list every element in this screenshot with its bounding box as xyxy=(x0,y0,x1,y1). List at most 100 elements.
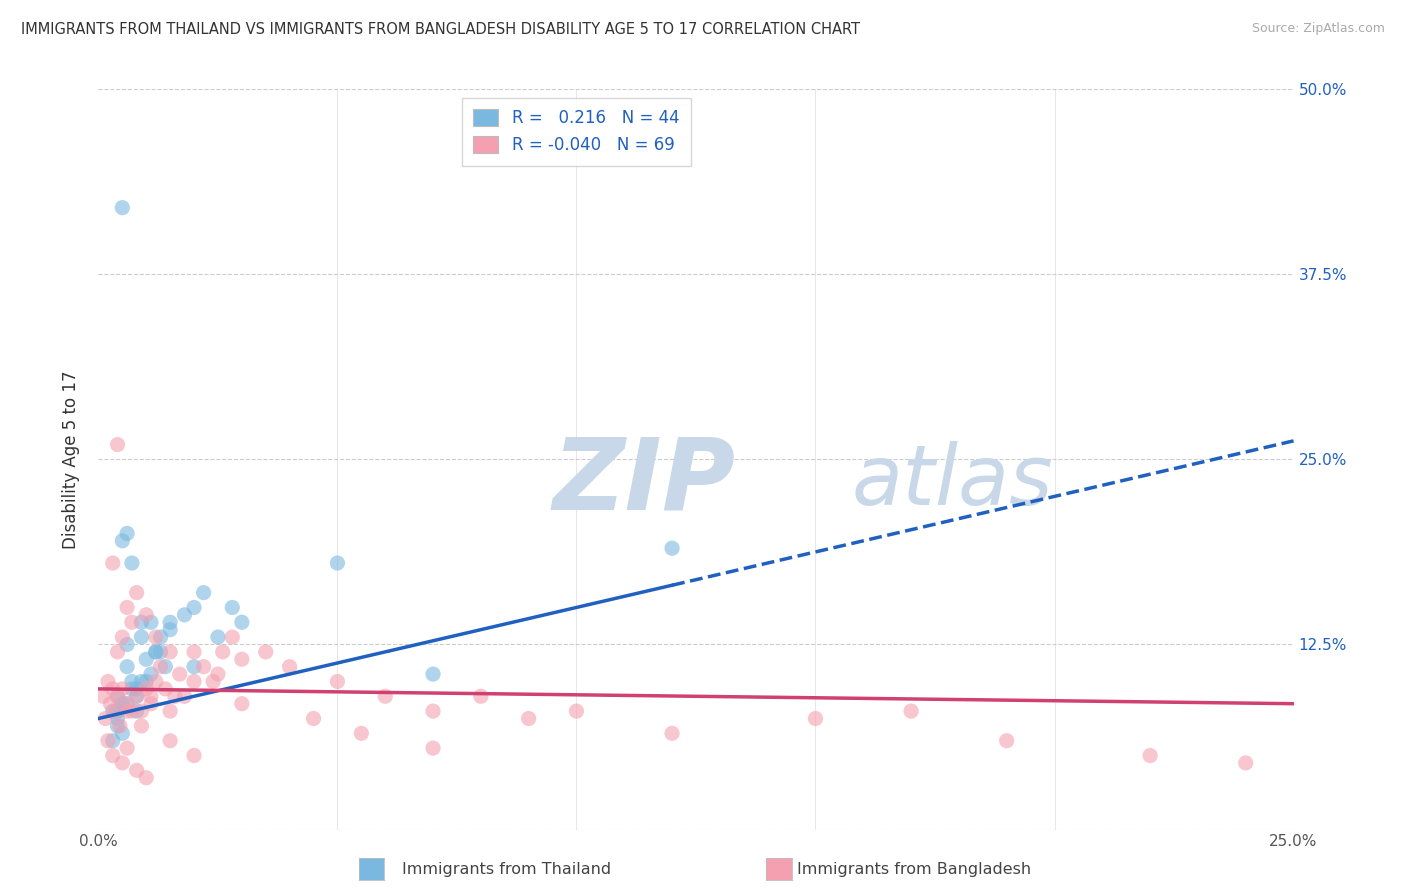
Point xyxy=(115,741,138,756)
Point xyxy=(108,719,131,733)
Point xyxy=(159,645,181,659)
Point xyxy=(104,704,127,718)
Point xyxy=(661,541,683,556)
Point xyxy=(111,726,134,740)
Text: Immigrants from Thailand: Immigrants from Thailand xyxy=(402,863,610,877)
Point xyxy=(1234,756,1257,770)
Point xyxy=(115,637,138,651)
Point xyxy=(159,615,181,630)
Point xyxy=(101,556,124,570)
Point xyxy=(145,645,167,659)
Point xyxy=(107,690,129,704)
Y-axis label: Disability Age 5 to 17: Disability Age 5 to 17 xyxy=(62,370,80,549)
Point xyxy=(139,667,162,681)
Point xyxy=(254,645,277,659)
Point xyxy=(422,741,444,756)
Point xyxy=(121,615,143,630)
Point xyxy=(173,690,195,704)
Point xyxy=(193,659,215,673)
Point xyxy=(101,733,124,747)
Point xyxy=(107,704,129,718)
Point xyxy=(374,690,396,704)
Point xyxy=(183,600,205,615)
Point xyxy=(169,667,191,681)
Point xyxy=(111,756,134,770)
Point xyxy=(183,659,205,673)
Text: Source: ZipAtlas.com: Source: ZipAtlas.com xyxy=(1251,22,1385,36)
Point xyxy=(159,704,181,718)
Point xyxy=(115,704,138,718)
Point xyxy=(422,667,444,681)
Point xyxy=(145,674,167,689)
Point xyxy=(125,690,148,704)
Point xyxy=(111,697,134,711)
Point xyxy=(211,645,233,659)
Point xyxy=(111,533,134,548)
Point xyxy=(125,690,148,704)
Point xyxy=(107,719,129,733)
Point xyxy=(107,690,129,704)
Point xyxy=(125,681,148,696)
Point xyxy=(326,556,349,570)
Point xyxy=(131,674,153,689)
Point xyxy=(155,659,177,673)
Point xyxy=(101,748,124,763)
Point xyxy=(135,607,157,622)
Legend: R =   0.216   N = 44, R = -0.040   N = 69: R = 0.216 N = 44, R = -0.040 N = 69 xyxy=(461,97,692,166)
Point xyxy=(159,733,181,747)
Point xyxy=(115,526,138,541)
Point xyxy=(125,704,148,718)
Point xyxy=(231,697,253,711)
Point xyxy=(107,645,129,659)
Point xyxy=(111,201,134,215)
Point xyxy=(135,771,157,785)
Point xyxy=(422,704,444,718)
Point xyxy=(900,704,922,718)
Point xyxy=(135,674,157,689)
Point xyxy=(470,690,492,704)
Point xyxy=(139,690,162,704)
Point xyxy=(1139,748,1161,763)
Point xyxy=(302,712,325,726)
Point xyxy=(111,681,134,696)
Point xyxy=(111,630,134,644)
Point xyxy=(350,726,373,740)
Point xyxy=(565,704,588,718)
Text: ZIP: ZIP xyxy=(553,434,735,530)
Point xyxy=(115,697,138,711)
Point xyxy=(97,733,120,747)
Point xyxy=(159,623,181,637)
Text: IMMIGRANTS FROM THAILAND VS IMMIGRANTS FROM BANGLADESH DISABILITY AGE 5 TO 17 CO: IMMIGRANTS FROM THAILAND VS IMMIGRANTS F… xyxy=(21,22,860,37)
Point xyxy=(221,600,243,615)
Point xyxy=(183,748,205,763)
Point xyxy=(125,764,148,778)
Point xyxy=(326,674,349,689)
Point xyxy=(207,630,229,644)
Text: atlas: atlas xyxy=(852,441,1053,522)
Point xyxy=(155,681,177,696)
Point xyxy=(202,674,225,689)
Point xyxy=(131,630,153,644)
Point xyxy=(131,704,153,718)
Point xyxy=(173,607,195,622)
Point xyxy=(145,645,167,659)
Point xyxy=(121,556,143,570)
Point xyxy=(804,712,827,726)
Point xyxy=(98,697,122,711)
Point xyxy=(115,697,138,711)
Point xyxy=(145,630,167,644)
Point xyxy=(231,615,253,630)
Point xyxy=(183,645,205,659)
Point xyxy=(125,585,148,599)
Point xyxy=(207,667,229,681)
Point xyxy=(115,600,138,615)
Point xyxy=(139,615,162,630)
Point xyxy=(163,690,186,704)
Point xyxy=(661,726,683,740)
Point xyxy=(149,659,172,673)
Point xyxy=(135,681,157,696)
Point xyxy=(131,719,153,733)
Point xyxy=(91,690,114,704)
Point xyxy=(135,652,157,666)
Point xyxy=(94,712,117,726)
